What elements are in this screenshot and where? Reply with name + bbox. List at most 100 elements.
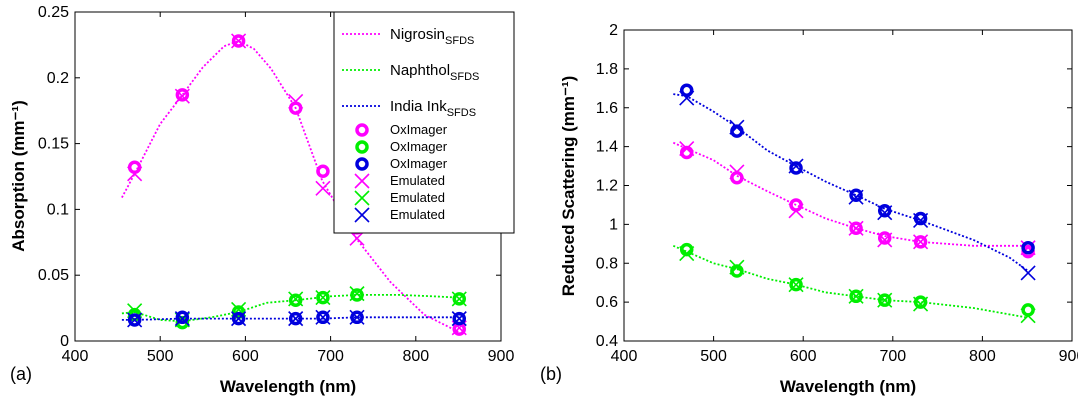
emulated-point-green	[788, 277, 804, 293]
sfds-line-green	[672, 244, 1029, 319]
emulated-point-blue	[315, 309, 331, 325]
emulated-point-magenta	[174, 88, 190, 104]
y-tick-label: 1.6	[596, 100, 618, 117]
emulated-point-green	[877, 292, 893, 308]
oximager-point-magenta	[231, 34, 246, 48]
oximager-point-magenta	[913, 235, 928, 249]
oximager-point-blue	[288, 311, 303, 326]
oximager-point-blue	[350, 310, 364, 325]
oximager-point-green	[1021, 303, 1035, 317]
legend-marker-label: Emulated	[390, 173, 445, 188]
ticks-a: 400 500 600 700 800 900 0 0.05 0.1 0.15 0.2 0.25	[38, 4, 515, 365]
x-tick-label: 500	[147, 348, 174, 365]
x-tick-label: 500	[700, 348, 727, 365]
sfds-line-green	[121, 293, 459, 323]
panel-label-b: (b)	[540, 364, 562, 384]
emulated-point-green	[1020, 308, 1036, 324]
y-tick-label: 0.8	[596, 255, 618, 272]
emulated-point-green	[679, 245, 695, 262]
y-tick-label: 0.6	[596, 294, 618, 311]
y-tick-label: 2	[609, 22, 618, 39]
emulated-point-magenta	[913, 234, 929, 250]
oximager-point-blue	[877, 204, 892, 218]
legend-marker-oximager-magenta	[355, 123, 369, 137]
legend: NigrosinSFDS NaphtholSFDS India InkSFDS OxI…	[333, 11, 515, 234]
x-tick-label: 700	[879, 348, 906, 365]
x-axis-label-b: Wavelength (nm)	[780, 377, 916, 396]
sfds-line-magenta	[672, 141, 1029, 247]
oximager-point-blue	[913, 211, 928, 226]
y-tick-label: 0	[60, 333, 69, 350]
legend-label-magenta: NigrosinSFDS	[390, 26, 474, 47]
emulated-point-blue	[231, 311, 247, 327]
chart-panel-b: 400 500 600 700 800 900 0.4 0.6 0.8 1 1.2 1.4 1.6 1.8…	[540, 22, 1078, 396]
oximager-point-green	[849, 289, 863, 304]
oximager-point-green	[789, 277, 803, 292]
emulated-point-magenta	[788, 203, 804, 219]
chart-panel-a: 400 500 600 700 800 900 0 0.05 0.1 0.15 0.2 0.25 (a…	[9, 4, 515, 396]
emulated-point-blue	[349, 309, 365, 325]
x-tick-label: 600	[790, 348, 817, 365]
emulated-point-blue	[288, 311, 304, 327]
oximager-point-blue	[175, 310, 190, 325]
emulated-point-blue	[679, 90, 695, 106]
y-tick-label: 1.8	[596, 61, 618, 78]
axes-box-b	[623, 29, 1073, 342]
emulated-point-green	[315, 290, 331, 306]
oximager-point-green	[288, 293, 303, 307]
emulated-point-magenta	[231, 33, 247, 49]
x-tick-label: 400	[62, 348, 89, 365]
oximager-point-blue	[679, 83, 694, 98]
y-tick-label: 0.15	[38, 136, 69, 153]
oximager-point-magenta	[730, 170, 744, 185]
oximager-point-green	[231, 305, 246, 319]
emulated-point-green	[349, 286, 365, 302]
emulated-point-magenta	[877, 232, 893, 248]
oximager-point-magenta	[288, 101, 303, 115]
oximager-point-magenta	[316, 164, 330, 178]
emulated-point-blue	[729, 119, 745, 135]
oximager-point-magenta	[127, 160, 142, 175]
y-tick-label: 1	[609, 216, 618, 233]
oximager-point-green	[452, 292, 467, 306]
oximager-point-blue	[789, 161, 803, 175]
oximager-point-blue	[316, 310, 330, 325]
emulated-point-blue	[174, 311, 190, 327]
x-tick-label: 900	[488, 348, 515, 365]
emulated-point-magenta	[679, 141, 695, 157]
emulated-point-magenta	[729, 164, 745, 180]
emulated-point-green	[913, 296, 929, 312]
oximager-point-magenta	[452, 322, 467, 336]
legend-label-blue: India InkSFDS	[390, 98, 476, 119]
legend-marker-oximager-blue	[355, 157, 369, 171]
oximager-point-green	[877, 293, 892, 307]
emulated-point-blue	[848, 189, 864, 205]
y-tick-label: 0.2	[47, 70, 69, 87]
legend-marker-label: OxImager	[390, 139, 448, 154]
plot-area-b	[672, 83, 1036, 324]
emulated-point-blue	[913, 212, 929, 229]
y-tick-label: 0.1	[47, 201, 69, 218]
legend-marker-emulated-magenta	[354, 173, 370, 189]
sfds-line-magenta	[121, 40, 459, 333]
y-axis-label-a: Absorption (mm⁻¹)	[9, 100, 28, 252]
x-tick-label: 700	[317, 348, 344, 365]
y-tick-label: 0.05	[38, 267, 69, 284]
oximager-point-green	[350, 288, 364, 302]
plot-area-a	[121, 33, 467, 336]
emulated-point-magenta	[315, 180, 331, 196]
oximager-point-magenta	[849, 221, 863, 236]
y-tick-label: 1.4	[596, 139, 618, 156]
emulated-point-magenta	[349, 230, 365, 246]
emulated-point-blue	[127, 312, 143, 328]
oximager-point-magenta	[175, 88, 190, 102]
x-tick-label: 600	[232, 348, 259, 365]
y-tick-label: 0.4	[596, 333, 618, 350]
oximager-point-blue	[849, 188, 863, 202]
legend-marker-label: OxImager	[390, 156, 448, 171]
legend-marker-label: Emulated	[390, 190, 445, 205]
emulated-point-magenta	[288, 93, 304, 110]
oximager-point-magenta	[877, 231, 892, 245]
x-tick-label: 800	[969, 348, 996, 365]
